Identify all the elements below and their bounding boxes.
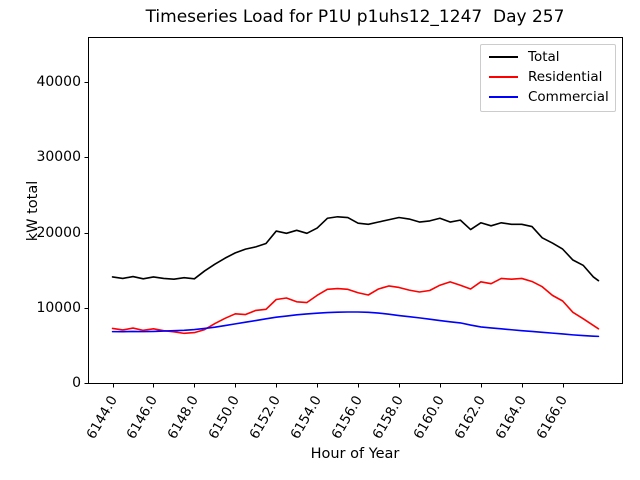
series-line-commercial bbox=[111, 311, 600, 338]
legend-label: Residential bbox=[528, 69, 603, 85]
chart-title: Timeseries Load for P1U p1uhs12_1247 Day… bbox=[145, 7, 565, 27]
legend-label: Commercial bbox=[528, 89, 609, 105]
legend-line-swatch bbox=[489, 56, 518, 58]
y-axis-label: kW total bbox=[25, 180, 41, 242]
y-tick-label: 0 bbox=[72, 375, 81, 391]
legend-item-commercial: Commercial bbox=[481, 87, 615, 107]
legend-line-swatch bbox=[489, 76, 518, 78]
y-tick-label: 40000 bbox=[36, 74, 81, 91]
axes-frame bbox=[88, 37, 623, 384]
series-line-total bbox=[111, 215, 600, 282]
legend: Total Residential Commercial bbox=[480, 44, 616, 112]
y-tick-label: 30000 bbox=[36, 149, 81, 166]
series-line-residential bbox=[111, 277, 600, 335]
legend-line-swatch bbox=[489, 96, 518, 98]
legend-item-residential: Residential bbox=[481, 67, 615, 87]
legend-item-total: Total bbox=[481, 47, 615, 67]
legend-label: Total bbox=[528, 49, 560, 65]
y-tick-label: 20000 bbox=[36, 224, 81, 241]
x-axis-label: Hour of Year bbox=[310, 446, 400, 462]
y-tick-label: 10000 bbox=[36, 299, 81, 316]
